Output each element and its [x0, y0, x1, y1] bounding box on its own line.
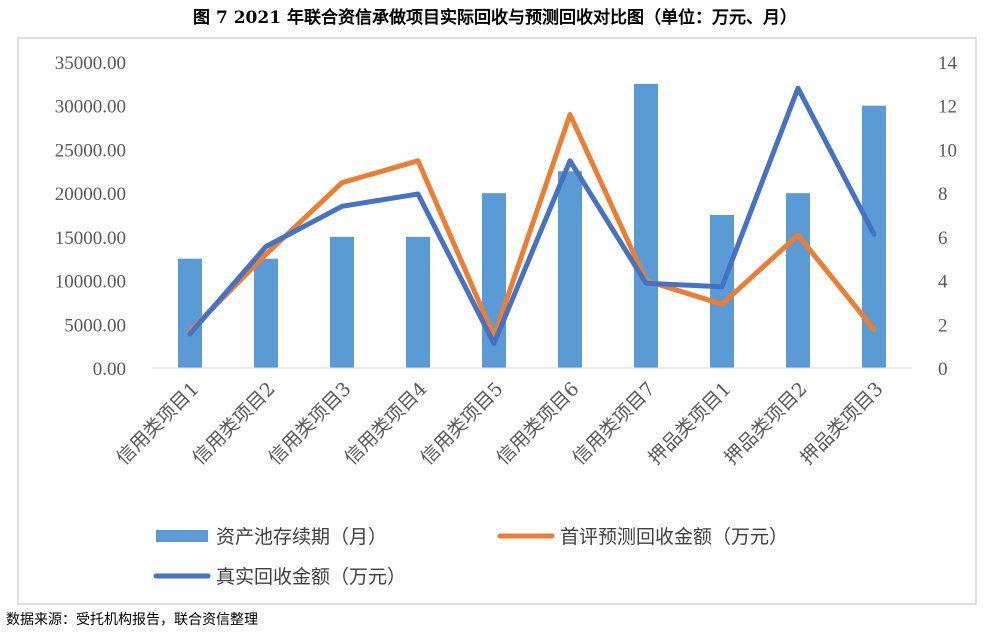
bar-duration	[330, 236, 354, 368]
left-axis-tick-label: 35000.00	[55, 53, 126, 74]
legend: 资产池存续期（月） 首评预测回收金额（万元） 真实回收金额（万元）	[153, 526, 788, 588]
right-axis-tick-label: 4	[938, 272, 948, 293]
bar-duration	[558, 171, 582, 368]
bar-duration	[406, 236, 430, 368]
right-axis-tick-label: 8	[938, 184, 948, 205]
right-axis-tick-label: 2	[938, 315, 948, 336]
chart-title: 图 7 2021 年联合资信承做项目实际回收与预测回收对比图（单位：万元、月）	[193, 7, 797, 28]
bar-duration	[178, 258, 202, 368]
left-axis-tick-label: 30000.00	[55, 97, 126, 118]
right-axis-tick-label: 0	[938, 359, 948, 380]
right-axis-tick-label: 6	[938, 228, 948, 249]
data-source-note: 数据来源：受托机构报告，联合资信整理	[6, 612, 258, 628]
line-forecast-recovery	[187, 112, 877, 339]
left-axis-tick-label: 10000.00	[55, 272, 126, 293]
bar-duration	[634, 83, 658, 368]
right-axis-tick-label: 14	[938, 53, 958, 74]
bar-duration	[786, 193, 810, 368]
legend-label: 首评预测回收金额（万元）	[560, 526, 788, 548]
legend-label: 真实回收金额（万元）	[216, 566, 406, 588]
left-axis-tick-label: 20000.00	[55, 184, 126, 205]
right-axis-tick-label: 12	[938, 97, 957, 118]
bar-duration	[710, 215, 734, 368]
left-axis-tick-label: 0.00	[93, 359, 126, 380]
left-axis-tick-label: 25000.00	[55, 140, 126, 161]
legend-label: 资产池存续期（月）	[216, 526, 387, 548]
bar-duration	[862, 105, 886, 368]
left-axis-tick-label: 5000.00	[64, 315, 126, 336]
bar-duration	[254, 258, 278, 368]
right-axis-tick-label: 10	[938, 140, 957, 161]
line-actual-recovery	[187, 85, 877, 346]
plot-area: 0.00 5000.00 10000.00 15000.00 20000.00 25000…	[55, 53, 958, 469]
legend-swatch-bar	[156, 530, 208, 542]
left-axis-tick-label: 15000.00	[55, 228, 126, 249]
